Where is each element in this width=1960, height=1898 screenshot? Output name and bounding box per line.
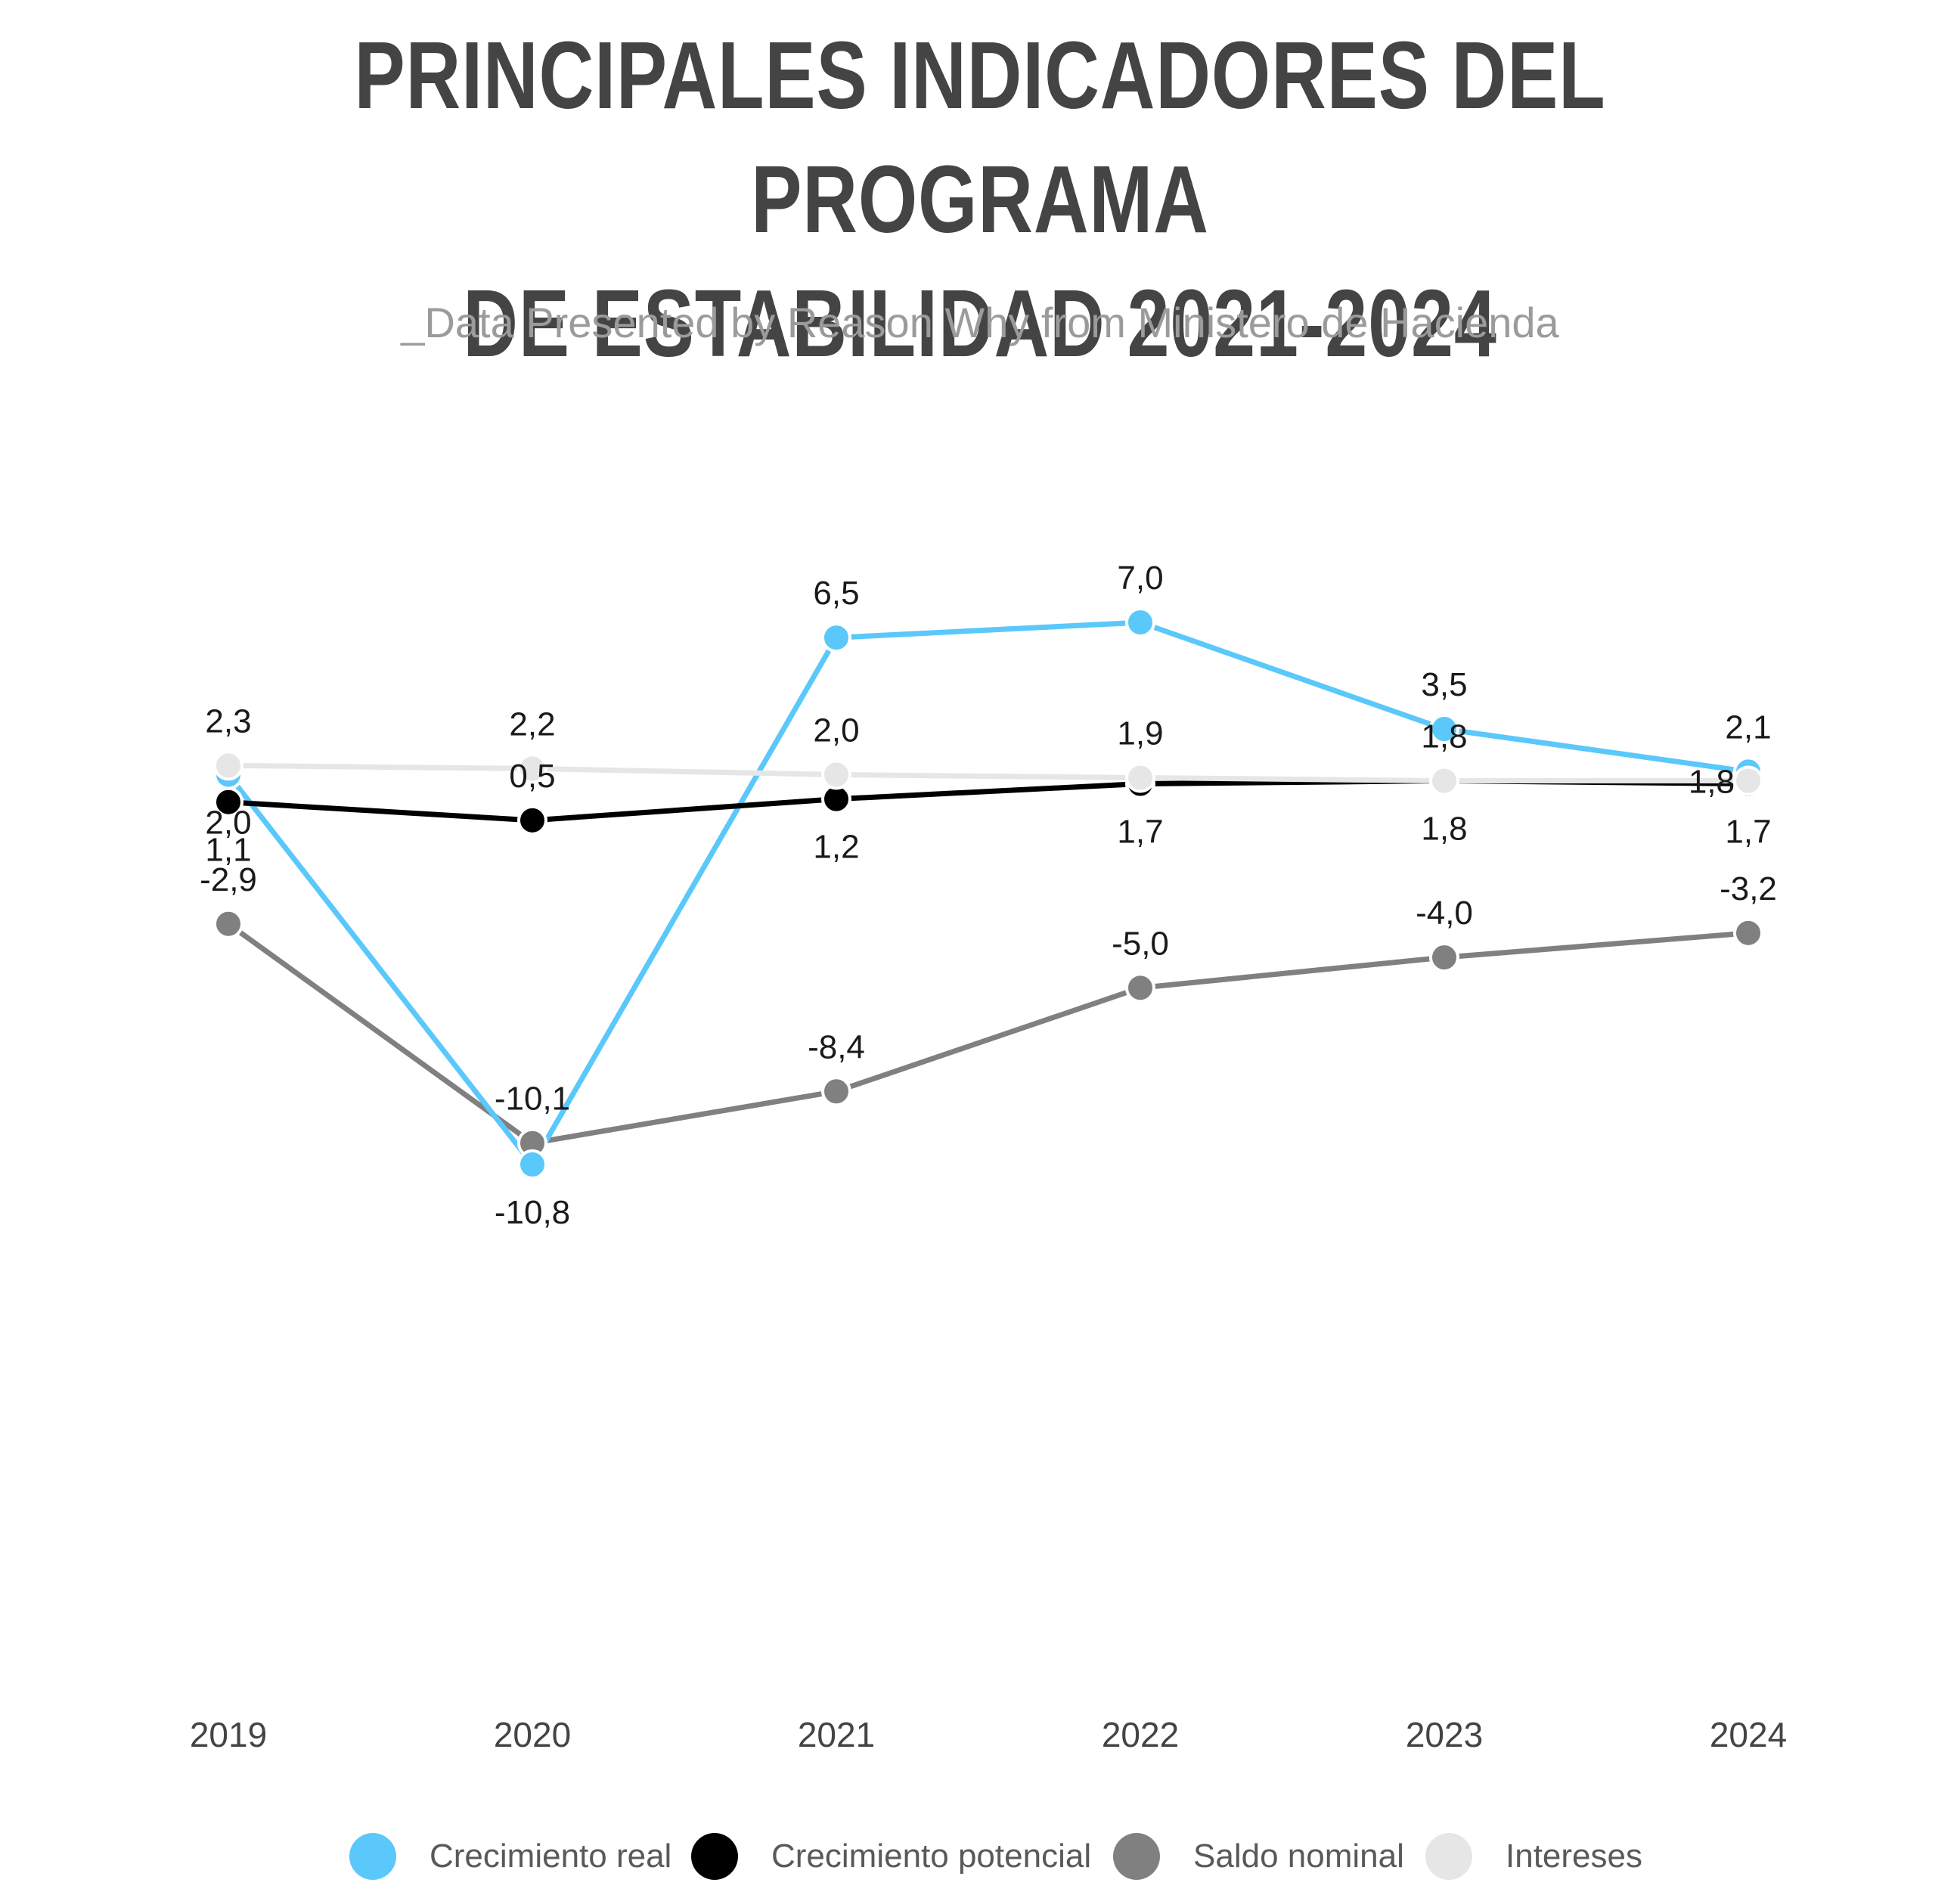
data-label-crecimiento-real: 6,5 [813,575,859,612]
data-label-crecimiento-potencial: 1,1 [205,832,251,869]
legend-item-saldo-nominal[interactable]: Saldo nominal [1113,1815,1404,1898]
data-point-saldo-nominal [821,1076,851,1107]
data-label-saldo-nominal: -2,9 [200,861,257,898]
series-points-layer [213,607,1763,1180]
data-point-crecimiento-real [821,622,851,653]
data-label-saldo-nominal: -4,0 [1416,895,1473,932]
data-point-saldo-nominal [1429,942,1459,973]
data-point-intereses [213,750,243,781]
data-point-saldo-nominal [213,908,243,939]
data-point-crecimiento-potencial [517,805,547,836]
series-lines-layer [226,619,1749,1168]
series-line-intereses [228,762,1748,784]
data-label-crecimiento-potencial: 0,5 [509,758,555,795]
legend-label: Intereses [1506,1838,1642,1875]
legend-item-intereses[interactable]: Intereses [1425,1815,1642,1898]
data-point-saldo-nominal [1125,972,1155,1003]
data-point-intereses [821,759,851,790]
data-label-intereses: 1,9 [1117,715,1163,752]
data-point-crecimiento-real [1125,607,1155,638]
chart-subtitle: _Data Presented by Reason Why from Minis… [401,299,1559,346]
legend-label: Saldo nominal [1193,1838,1404,1875]
line-chart: -2,9 -10,1 -8,4 -5,0 -4,0 -3,2 2,0 -10,8 6,5 7,0 3… [190,560,1787,1754]
data-label-intereses: 1,8 [1689,764,1735,801]
data-label-saldo-nominal: -5,0 [1112,925,1169,962]
data-label-saldo-nominal: -8,4 [808,1028,865,1065]
chart-title: PRINCIPALES INDICADORES DEL PROGRAMA DE … [196,14,1764,386]
legend-item-crecimiento-real[interactable]: Crecimiento real [349,1815,671,1898]
x-tick-label: 2023 [1406,1715,1483,1754]
data-point-crecimiento-real [1429,714,1459,745]
legend-label: Crecimiento real [430,1838,672,1875]
data-point-crecimiento-real [517,1149,547,1180]
data-labels-layer: -2,9 -10,1 -8,4 -5,0 -4,0 -3,2 2,0 -10,8 6,5 7,0 3… [200,560,1777,1231]
x-tick-label: 2022 [1102,1715,1179,1754]
data-label-crecimiento-potencial: 1,2 [813,829,859,866]
series-line-crecimiento-potencial [228,778,1749,823]
data-label-intereses: 1,8 [1421,718,1467,755]
data-label-crecimiento-real: 2,1 [1725,709,1771,746]
x-tick-label: 2024 [1710,1715,1787,1754]
chart-title-line-2: DE ESTABILIDAD 2021-2024 [463,270,1497,377]
x-tick-label: 2019 [190,1715,267,1754]
legend-item-crecimiento-potencial[interactable]: Crecimiento potencial [691,1815,1091,1898]
data-label-crecimiento-potencial: 1,7 [1117,814,1163,851]
data-label-crecimiento-real: 3,5 [1421,666,1467,703]
series-line-saldo-nominal [226,921,1749,1146]
data-label-crecimiento-real: -10,8 [495,1194,570,1231]
chart-title-line-1: PRINCIPALES INDICADORES DEL PROGRAMA [354,22,1606,253]
x-tick-label: 2021 [798,1715,875,1754]
legend-swatch [349,1833,396,1880]
data-label-intereses: 2,3 [205,702,251,740]
data-label-intereses: 2,2 [509,706,555,743]
data-point-saldo-nominal [1733,917,1763,948]
legend-swatch [1113,1833,1160,1880]
series-line-crecimiento-real [226,619,1749,1168]
data-point-intereses [1429,765,1459,796]
legend-swatch [691,1833,738,1880]
data-point-crecimiento-potencial [213,786,243,817]
legend-swatch [1425,1833,1472,1880]
legend-label: Crecimiento potencial [771,1838,1092,1875]
legend: Crecimiento real Crecimiento potencial Sal… [0,1815,1960,1898]
data-label-crecimiento-real: 2,0 [205,804,251,841]
data-label-crecimiento-potencial: 1,7 [1725,814,1771,851]
data-label-crecimiento-real: 7,0 [1117,560,1163,597]
data-label-saldo-nominal: -10,1 [495,1081,570,1118]
x-axis: 2019 2020 2021 2022 2023 2024 [190,1715,1787,1754]
data-label-saldo-nominal: -3,2 [1720,870,1777,907]
data-point-intereses [1733,765,1763,796]
data-point-intereses [1125,762,1155,793]
data-label-intereses: 2,0 [813,712,859,749]
data-label-crecimiento-potencial: 1,8 [1421,811,1467,848]
x-tick-label: 2020 [494,1715,571,1754]
data-point-intereses [517,753,547,784]
